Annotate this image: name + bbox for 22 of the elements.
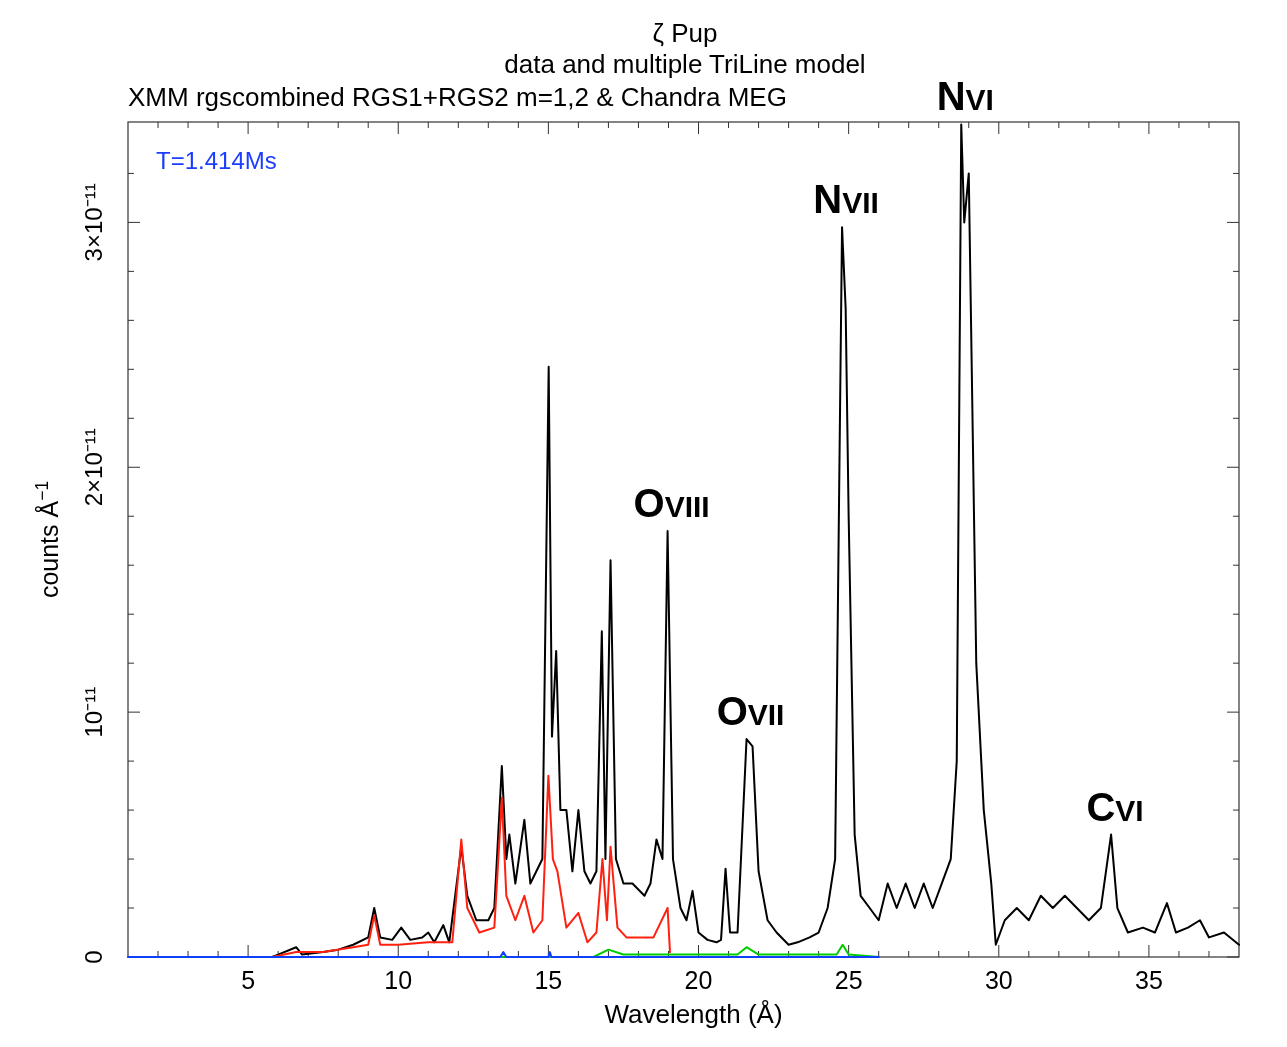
- x-tick-label: 5: [241, 966, 256, 994]
- annotation: NVII: [813, 177, 879, 222]
- x-tick-label: 25: [834, 966, 863, 994]
- y-tick-label: 3×10⁻¹¹: [80, 183, 107, 262]
- x-axis-title: Wavelength (Å): [604, 999, 783, 1029]
- y-tick-label: 2×10⁻¹¹: [80, 428, 107, 507]
- annotation: OVIII: [633, 480, 710, 525]
- x-tick-label: 20: [684, 966, 713, 994]
- annotation: OVII: [716, 689, 785, 734]
- annotation: CVI: [1086, 784, 1144, 829]
- y-tick-label: 10⁻¹¹: [80, 686, 107, 738]
- x-tick-label: 30: [984, 966, 1013, 994]
- y-tick-label: 0: [80, 950, 107, 964]
- line-series: [271, 774, 671, 958]
- x-tick-label: 35: [1135, 966, 1163, 994]
- x-tick-label: 10: [384, 966, 413, 994]
- annotation: NVI: [936, 74, 994, 119]
- x-tick-label: 15: [534, 966, 563, 994]
- chart-title: ζ Pup: [652, 18, 718, 48]
- chart-subtitle: data and multiple TriLine model: [504, 49, 866, 79]
- annotation: T=1.414Ms: [156, 147, 277, 174]
- text: XMM rgscombined RGS1+RGS2 m=1,2 & Chandra MEG: [128, 82, 787, 112]
